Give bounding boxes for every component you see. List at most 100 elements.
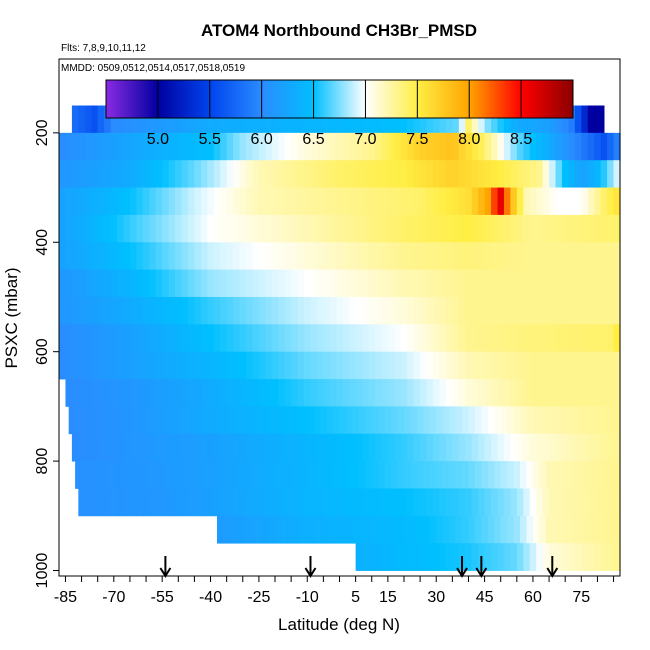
heatmap-cell <box>458 160 466 188</box>
heatmap-cell <box>194 105 202 134</box>
heatmap-cell <box>336 132 344 161</box>
heatmap-cell <box>297 379 305 407</box>
heatmap-cell <box>149 105 157 134</box>
heatmap-cell <box>455 461 463 489</box>
heatmap-cell <box>381 187 389 216</box>
heatmap-cell <box>497 214 505 243</box>
heatmap-cell <box>555 433 563 462</box>
heatmap-cell <box>255 406 263 435</box>
heatmap-cell <box>374 488 383 517</box>
y-tick-label: 600 <box>34 338 51 365</box>
heatmap-cell <box>329 433 337 462</box>
heatmap-cell <box>465 296 473 325</box>
heatmap-cell <box>433 269 441 298</box>
heatmap-cell <box>420 105 428 134</box>
heatmap-cell <box>420 242 428 271</box>
heatmap-cell <box>455 515 463 544</box>
heatmap-cell <box>329 242 337 271</box>
heatmap-cell <box>590 515 599 544</box>
x-tick-label: 5 <box>351 589 360 606</box>
heatmap-cell <box>284 379 292 407</box>
heatmap-cell <box>368 242 376 271</box>
heatmap-cell <box>613 160 621 188</box>
heatmap-cell <box>326 406 334 435</box>
heatmap-cell <box>220 214 228 243</box>
heatmap-cell <box>284 105 292 134</box>
heatmap-cell <box>71 351 79 380</box>
heatmap-cell <box>336 160 344 188</box>
y-axis: 200 400 600 800 1000 <box>34 119 59 588</box>
heatmap-cell <box>587 351 595 380</box>
heatmap-cell <box>239 488 247 517</box>
x-tick-label: 75 <box>572 589 590 606</box>
heatmap-cell <box>484 433 492 462</box>
heatmap-cell <box>226 351 234 380</box>
heatmap-cell <box>568 324 576 353</box>
heatmap-cell <box>255 515 263 544</box>
heatmap-cell <box>458 379 466 407</box>
heatmap-cell <box>349 214 357 243</box>
heatmap-cell <box>175 433 183 462</box>
heatmap-cell <box>123 379 131 407</box>
heatmap-cell <box>594 187 602 216</box>
heatmap-cell <box>523 379 531 407</box>
heatmap-cell <box>478 488 486 517</box>
heatmap-cell <box>574 379 582 407</box>
heatmap-cell <box>349 433 357 462</box>
heatmap-cell <box>362 242 370 271</box>
heatmap-cell <box>568 105 576 134</box>
heatmap-cell <box>310 296 318 325</box>
heatmap-cell <box>600 160 608 188</box>
heatmap-cell <box>494 461 502 489</box>
heatmap-cell <box>291 269 299 298</box>
heatmap-cell <box>536 214 544 243</box>
heatmap-cell <box>200 351 208 380</box>
heatmap-cell <box>516 132 524 161</box>
heatmap-cell <box>510 543 518 571</box>
heatmap-cell <box>449 406 457 435</box>
heatmap-cell <box>523 543 531 571</box>
heatmap-cell <box>342 242 350 271</box>
heatmap-cell <box>304 488 312 517</box>
heatmap-cell <box>494 406 502 435</box>
heatmap-cell <box>452 488 460 517</box>
heatmap-cell <box>323 488 331 517</box>
heatmap-cell <box>71 105 79 134</box>
heatmap-cell <box>574 296 582 325</box>
heatmap-cell <box>207 214 215 243</box>
heatmap-cell <box>561 379 570 407</box>
heatmap-cell <box>529 296 537 325</box>
heatmap-cell <box>426 160 434 188</box>
heatmap-cell <box>581 488 589 517</box>
heatmap-cell <box>239 351 247 380</box>
heatmap-cell <box>91 269 99 298</box>
heatmap-cell <box>275 515 283 544</box>
heatmap-cell <box>507 461 515 489</box>
heatmap-cell <box>558 406 566 435</box>
heatmap-cell <box>239 433 247 462</box>
heatmap-cell <box>497 105 505 134</box>
heatmap-cell <box>287 515 295 544</box>
heatmap-cell <box>555 214 563 243</box>
heatmap-cell <box>542 351 550 380</box>
heatmap-cell <box>187 269 196 298</box>
heatmap-cell <box>265 488 273 517</box>
heatmap-cell <box>587 214 595 243</box>
heatmap-cell <box>587 296 595 325</box>
heatmap-cell <box>120 406 128 435</box>
heatmap-cell <box>71 187 79 216</box>
heatmap-cell <box>307 406 315 435</box>
heatmap-cell <box>352 515 360 544</box>
heatmap-cell <box>465 187 473 216</box>
heatmap-cell <box>110 214 118 243</box>
heatmap-cell <box>478 187 486 216</box>
heatmap-cell <box>278 324 286 353</box>
heatmap-cell <box>181 488 189 517</box>
heatmap-cell <box>246 132 254 161</box>
heatmap-cell <box>129 187 137 216</box>
heatmap-cell <box>355 433 363 462</box>
heatmap-cell <box>258 187 266 216</box>
heatmap-cell <box>78 324 86 353</box>
heatmap-cell <box>149 433 157 462</box>
heatmap-cell <box>594 324 602 353</box>
